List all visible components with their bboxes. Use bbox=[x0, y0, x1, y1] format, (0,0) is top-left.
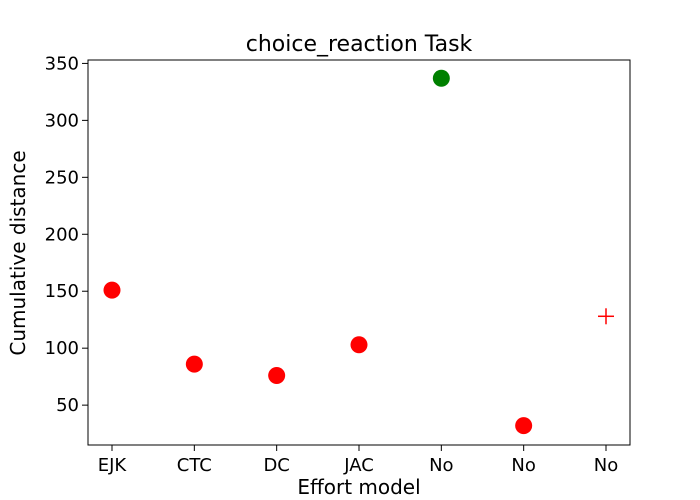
data-points bbox=[103, 69, 614, 435]
data-point bbox=[185, 355, 203, 373]
x-tick-label: DC bbox=[263, 455, 289, 476]
data-point bbox=[350, 336, 368, 354]
y-tick-label: 200 bbox=[45, 224, 79, 245]
x-axis-label: Effort model bbox=[297, 475, 420, 499]
y-tick-label: 50 bbox=[56, 395, 79, 416]
data-point bbox=[103, 281, 121, 299]
y-tick-label: 250 bbox=[45, 167, 79, 188]
chart-title: choice_reaction Task bbox=[246, 32, 473, 57]
x-tick-label: No bbox=[511, 455, 535, 476]
plot-area-frame bbox=[87, 59, 631, 446]
x-tick-label: EJK bbox=[98, 455, 128, 476]
data-point bbox=[268, 367, 286, 385]
y-tick-label: 150 bbox=[45, 281, 79, 302]
x-tick-label: JAC bbox=[343, 455, 374, 476]
y-tick-label: 350 bbox=[45, 53, 79, 74]
data-point bbox=[515, 417, 533, 435]
data-point bbox=[432, 69, 450, 87]
x-tick-label: No bbox=[594, 455, 618, 476]
x-tick-label: CTC bbox=[177, 455, 212, 476]
y-axis: 50 100 150 200 250 300 350 bbox=[45, 53, 88, 416]
y-tick-label: 300 bbox=[45, 110, 79, 131]
x-axis: EJK CTC DC JAC No No No bbox=[98, 445, 618, 476]
y-axis-label: Cumulative distance bbox=[6, 150, 30, 355]
data-point-plus bbox=[598, 308, 614, 325]
x-tick-label: No bbox=[429, 455, 453, 476]
y-tick-label: 100 bbox=[45, 338, 79, 359]
